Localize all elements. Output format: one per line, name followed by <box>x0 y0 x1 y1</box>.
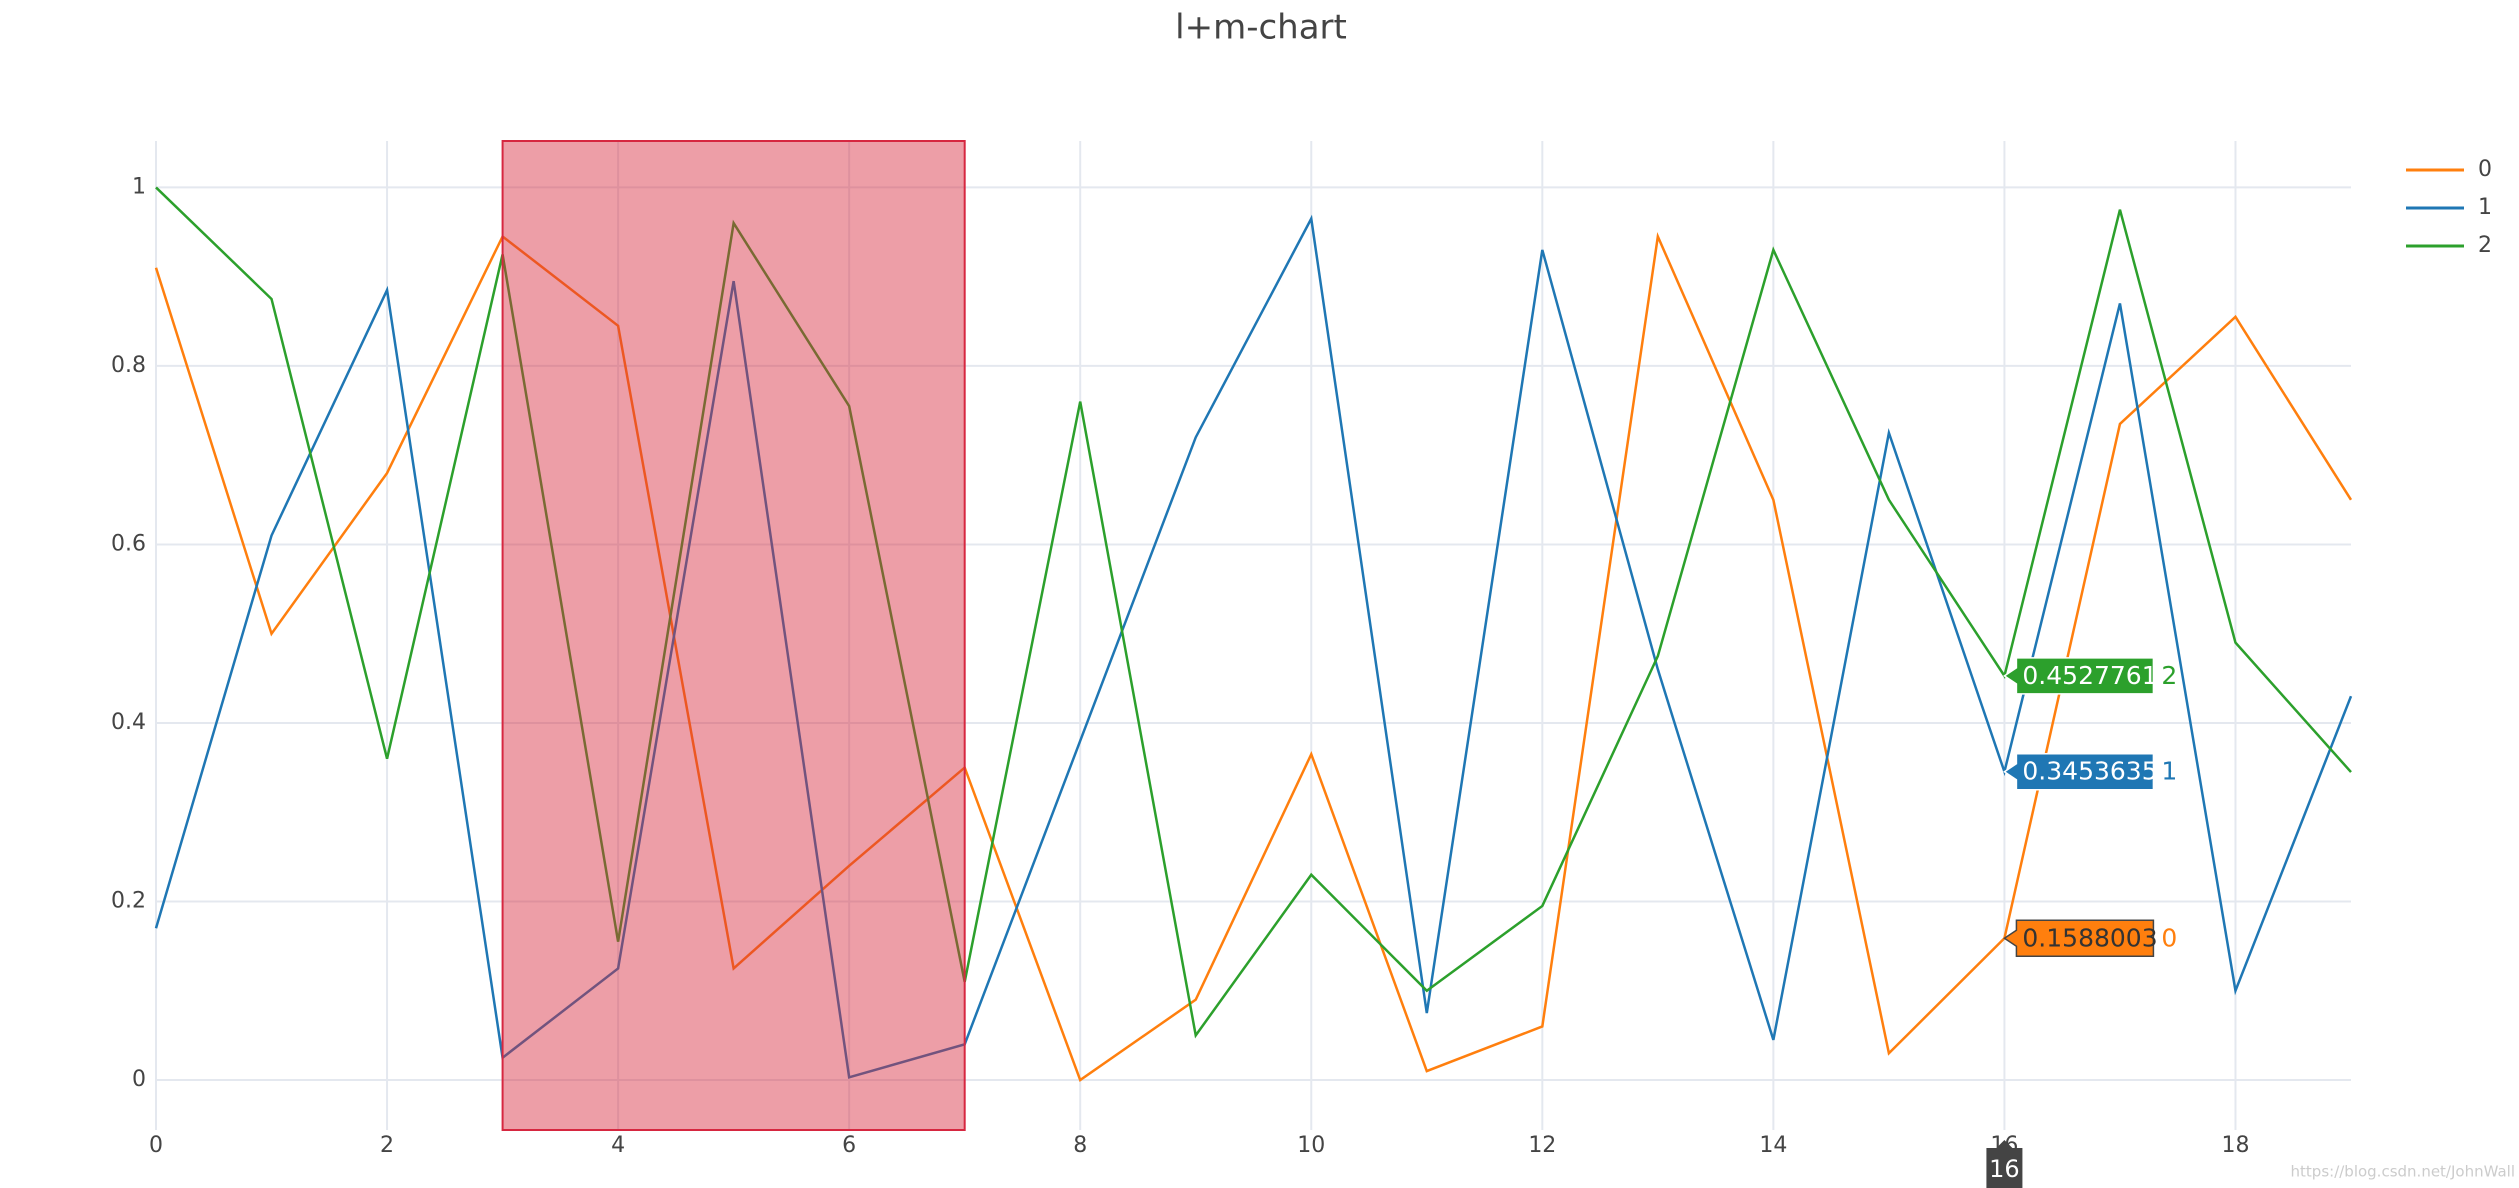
x-tick-label: 8 <box>1073 1133 1087 1158</box>
hover-box <box>2003 919 2155 958</box>
y-tick-label: 1 <box>132 174 146 199</box>
line <box>154 232 2353 1082</box>
hover-value: 0.4527761 <box>2022 661 2157 690</box>
y-tick-label: 0 <box>132 1067 146 1092</box>
x-tick-label: 10 <box>1297 1133 1325 1158</box>
hover-x-label: 16 <box>1989 1155 2020 1183</box>
chart-title: l+m-chart <box>1175 8 1347 48</box>
line <box>155 186 2352 1039</box>
hover-x-box <box>1986 1140 2023 1188</box>
legend-label: 0 <box>2478 157 2492 182</box>
y-tick-label: 0.8 <box>111 353 146 378</box>
x-tick-label: 6 <box>842 1133 856 1158</box>
x-tick-label: 4 <box>611 1133 625 1158</box>
x-tick-label: 12 <box>1528 1133 1556 1158</box>
hover-box <box>2003 657 2155 695</box>
x-tick-label: 2 <box>380 1133 394 1158</box>
hover-box <box>2003 752 2155 791</box>
y-tick-label: 0.2 <box>111 888 146 913</box>
x-tick-label: 0 <box>149 1133 163 1158</box>
hover-value: 0.3453635 <box>2022 757 2157 786</box>
watermark: https://blog.csdn.net/JohnWall <box>2291 1163 2515 1181</box>
line <box>154 214 2353 1079</box>
legend-label: 2 <box>2478 233 2492 258</box>
hover-name: 1 <box>2161 757 2177 786</box>
legend-label: 1 <box>2478 195 2492 220</box>
y-tick-label: 0.4 <box>111 710 146 735</box>
highlight-rect <box>501 140 966 1131</box>
hover-name: 2 <box>2161 661 2177 690</box>
y-tick-label: 0.6 <box>111 531 146 556</box>
x-tick-label: 14 <box>1759 1133 1787 1158</box>
x-tick-label: 18 <box>2221 1133 2249 1158</box>
hover-value: 0.1588003 <box>2022 923 2157 952</box>
hover-name: 0 <box>2161 923 2177 952</box>
